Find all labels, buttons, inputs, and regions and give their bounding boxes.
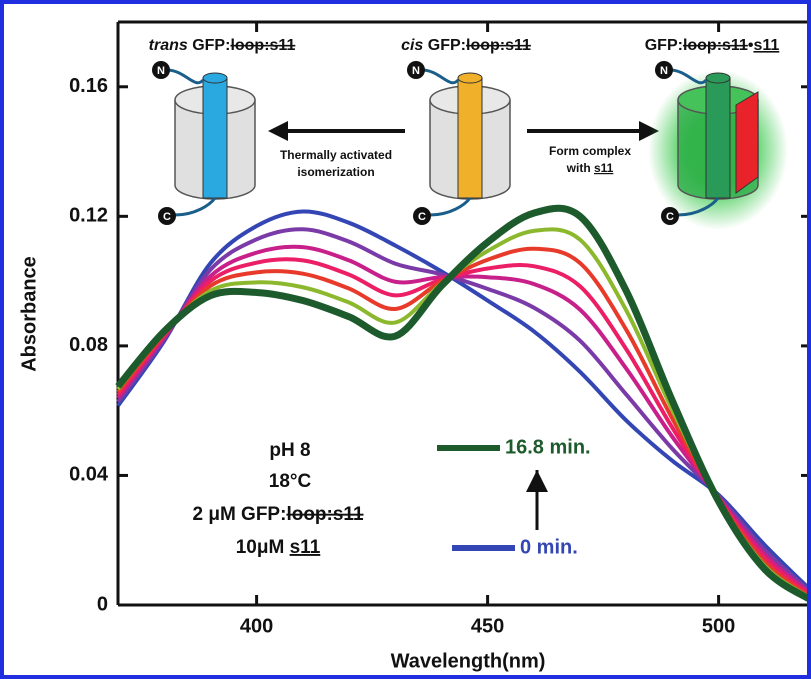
terminus-label: N	[157, 65, 165, 77]
struck-text: loop:s11	[286, 504, 364, 525]
series-line	[116, 227, 811, 594]
terminus-label: N	[660, 65, 668, 77]
text-part: loop:s11	[683, 37, 748, 54]
x-tick-label: 400	[240, 615, 273, 637]
text-part: •	[748, 37, 754, 54]
text-part: 10μM	[236, 537, 290, 558]
y-axis-title: Absorbance	[18, 256, 40, 372]
conditions-line: 18°C	[269, 471, 312, 492]
strand-top	[202, 72, 228, 84]
series-line	[116, 246, 811, 599]
text-part: GFP:	[188, 37, 231, 54]
terminus	[158, 207, 176, 225]
linker	[429, 197, 472, 217]
inset-label: GFP:loop:s11•s11	[645, 37, 780, 54]
x-tick-label: 500	[702, 615, 735, 637]
arrow-label: with s11	[566, 161, 614, 175]
text-part: with	[566, 161, 594, 175]
text-part: loop:s11	[230, 37, 295, 54]
arrow-label: Form complex	[549, 144, 631, 158]
linker	[174, 197, 217, 217]
linker	[677, 197, 720, 217]
text-part: trans	[149, 37, 188, 54]
arrow-label: isomerization	[297, 165, 374, 179]
plot-area: 0 0.04 0.08 0.12 0.16 400 450 500 Wavelength(nm)…	[18, 20, 811, 672]
text-part: cis	[401, 37, 423, 54]
inset-label: cis GFP:loop:s11	[401, 37, 531, 54]
terminus-label: N	[412, 65, 420, 77]
y-tick-label: 0.08	[69, 334, 108, 356]
y-tick-label: 0.16	[69, 75, 108, 97]
terminus	[655, 61, 673, 79]
strand-s11	[735, 91, 759, 194]
linker	[421, 68, 460, 85]
strand-top	[457, 72, 483, 84]
series-line	[116, 209, 811, 592]
underlined-text: s11	[290, 537, 321, 558]
series-line	[116, 244, 811, 596]
strand	[705, 77, 731, 199]
series-line	[115, 204, 811, 604]
gfp-cartoon: NC	[648, 61, 788, 230]
terminus-label: C	[418, 211, 426, 223]
text-part: loop:s11	[466, 37, 531, 54]
strand	[202, 77, 228, 199]
text-part: GFP:	[645, 37, 683, 54]
legend-label: 0 min.	[520, 536, 578, 558]
conditions-line: pH 8	[269, 440, 310, 461]
terminus	[661, 207, 679, 225]
y-tick-label: 0	[97, 593, 108, 615]
text-part: GFP:	[423, 37, 466, 54]
gfp-cartoon: NC	[407, 61, 511, 225]
text-part: s11	[753, 37, 779, 54]
arrow-label: Thermally activated	[280, 148, 392, 162]
text-part: 2 μM GFP:	[192, 504, 286, 525]
strand	[457, 77, 483, 199]
terminus	[152, 61, 170, 79]
strand-top	[705, 72, 731, 84]
legend-arrowhead	[526, 470, 548, 492]
terminus	[413, 207, 431, 225]
terminus-label: C	[163, 211, 171, 223]
conditions-line: 2 μM GFP:loop:s11	[192, 504, 363, 525]
legend-label: 16.8 min.	[505, 436, 591, 458]
linker	[166, 68, 205, 85]
insets: trans GFP:loop:s11 cis GFP:loop:s11 GFP:lo…	[149, 37, 788, 230]
terminus	[407, 61, 425, 79]
gfp-cartoon: NC	[152, 61, 256, 225]
inset-label: trans GFP:loop:s11	[149, 37, 296, 54]
linker	[669, 68, 708, 85]
x-tick-label: 450	[471, 615, 504, 637]
underlined-text: s11	[594, 161, 614, 175]
y-tick-label: 0.12	[69, 205, 108, 227]
conditions-line: 10μM s11	[236, 537, 321, 558]
terminus-label: C	[666, 211, 674, 223]
y-tick-label: 0.04	[69, 464, 109, 486]
x-axis-title: Wavelength(nm)	[391, 650, 546, 672]
